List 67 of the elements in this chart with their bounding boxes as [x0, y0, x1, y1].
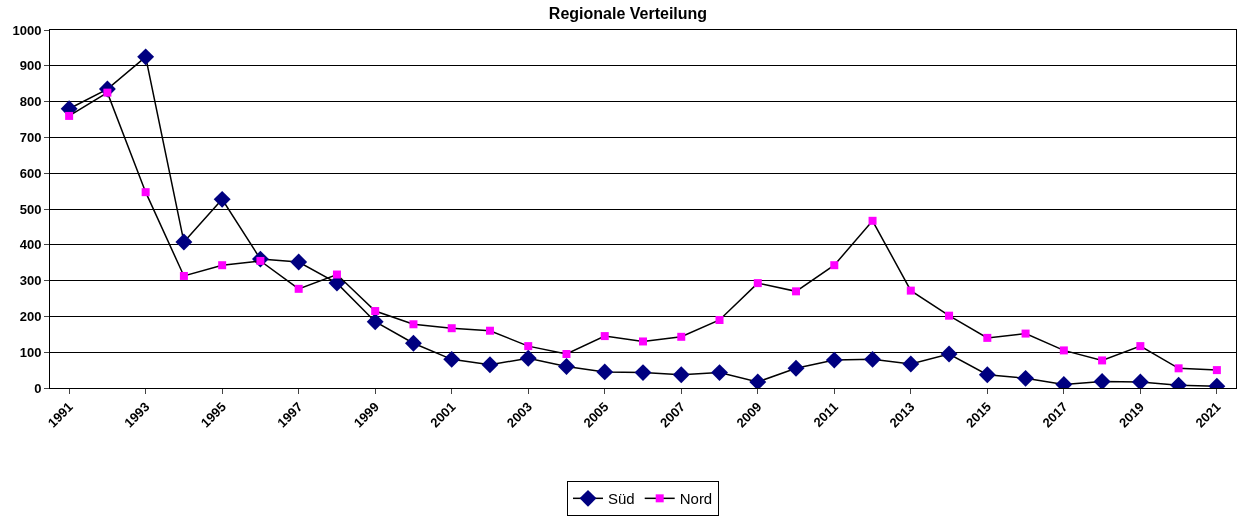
point — [1093, 373, 1111, 388]
y-tick-label: 800 — [19, 94, 42, 110]
point — [1131, 373, 1149, 388]
point — [332, 270, 341, 279]
point — [864, 350, 881, 368]
y-tick-label: 700 — [19, 129, 42, 145]
y-tick-label: 1000 — [12, 22, 42, 38]
y-tick-label: 900 — [19, 58, 42, 74]
point — [519, 349, 537, 367]
point — [868, 216, 877, 225]
point — [902, 355, 920, 373]
point — [983, 333, 992, 342]
point — [1017, 369, 1035, 387]
point — [672, 366, 690, 384]
point — [371, 307, 380, 316]
point — [825, 351, 843, 369]
point — [481, 356, 499, 374]
point — [634, 364, 652, 382]
point — [677, 332, 686, 341]
point — [711, 364, 728, 382]
point — [1098, 356, 1107, 365]
point — [179, 271, 188, 280]
point — [562, 349, 571, 358]
point — [639, 337, 647, 346]
y-tick-label: 300 — [19, 273, 42, 289]
point — [213, 190, 231, 208]
point — [175, 233, 193, 251]
point — [485, 326, 494, 335]
point — [409, 320, 418, 329]
point — [749, 373, 767, 388]
y-tick-label: 600 — [19, 165, 42, 181]
point — [596, 363, 614, 381]
point — [792, 287, 801, 296]
point — [906, 286, 915, 295]
point — [830, 261, 839, 270]
point — [218, 261, 227, 270]
point — [1174, 364, 1183, 373]
legend-label: Nord — [679, 490, 713, 508]
point — [137, 48, 155, 66]
point — [945, 311, 954, 320]
point — [290, 253, 308, 271]
point — [1021, 329, 1030, 338]
y-tick-label: 500 — [19, 201, 42, 217]
chart-title: Regionale Verteilung — [548, 5, 708, 23]
point — [787, 359, 805, 377]
point — [978, 366, 996, 384]
point — [524, 342, 533, 351]
point — [600, 332, 609, 341]
point — [558, 358, 575, 375]
point — [447, 324, 456, 333]
point — [141, 188, 150, 197]
point — [1136, 342, 1145, 351]
y-tick-label: 400 — [19, 237, 42, 253]
point — [294, 284, 303, 293]
point — [940, 345, 958, 363]
y-tick-label: 0 — [34, 380, 42, 396]
point — [715, 315, 724, 324]
legend-label: Süd — [608, 490, 635, 508]
point — [405, 334, 422, 352]
point — [1059, 346, 1068, 355]
y-tick-label: 200 — [19, 308, 42, 324]
point — [366, 313, 384, 331]
point — [753, 279, 762, 288]
point — [443, 350, 461, 368]
point — [65, 111, 74, 120]
y-tick-label: 100 — [19, 344, 42, 360]
point — [1212, 366, 1221, 375]
